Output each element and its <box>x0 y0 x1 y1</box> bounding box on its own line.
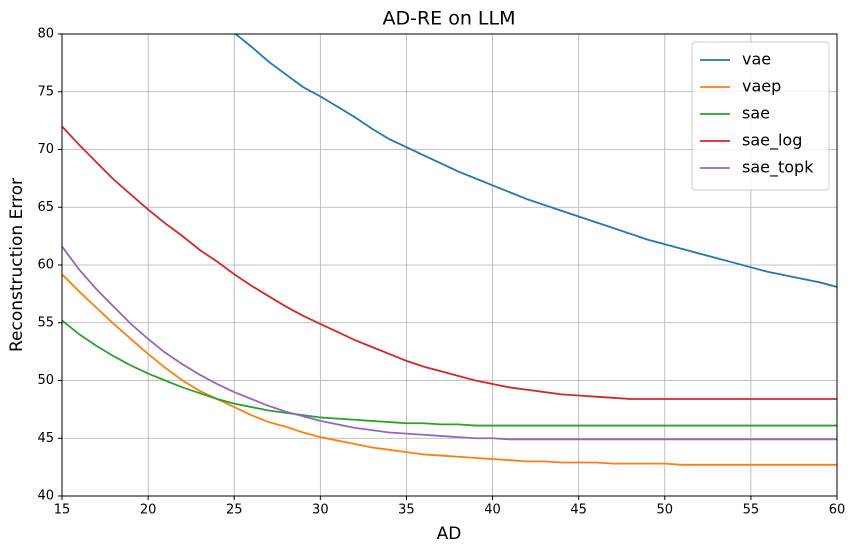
y-tick-label: 65 <box>37 200 54 215</box>
legend-label: sae <box>742 104 770 123</box>
x-tick-label: 25 <box>226 503 243 518</box>
y-tick-label: 60 <box>37 258 54 273</box>
y-axis-label: Reconstruction Error <box>7 178 27 352</box>
x-tick-label: 35 <box>398 503 415 518</box>
series-line <box>62 125 837 400</box>
legend-label: sae_log <box>742 131 802 151</box>
legend-label: vaep <box>742 77 781 96</box>
y-tick-label: 50 <box>37 373 54 388</box>
x-tick-label: 20 <box>140 503 157 518</box>
x-tick-label: 45 <box>570 503 587 518</box>
legend-label: sae_topk <box>742 158 814 178</box>
x-tick-label: 15 <box>54 503 71 518</box>
series-line <box>62 245 837 441</box>
y-tick-label: 40 <box>37 489 54 504</box>
series-line <box>234 34 837 288</box>
y-tick-label: 45 <box>37 431 54 446</box>
y-tick-label: 70 <box>37 142 54 157</box>
y-tick-label: 55 <box>37 315 54 330</box>
x-tick-label: 40 <box>484 503 501 518</box>
chart-title: AD-RE on LLM <box>383 8 516 30</box>
legend-label: vae <box>742 50 771 69</box>
y-tick-label: 75 <box>37 84 54 99</box>
x-tick-label: 60 <box>829 503 846 518</box>
series-line <box>62 319 837 427</box>
x-tick-label: 55 <box>743 503 760 518</box>
x-tick-label: 30 <box>312 503 329 518</box>
y-tick-label: 80 <box>37 27 54 42</box>
series-line <box>62 273 837 466</box>
legend: vae vaep sae sae_log sae_topk <box>691 41 830 191</box>
legend-box <box>691 41 830 191</box>
lines <box>62 34 837 466</box>
x-tick-label: 50 <box>657 503 674 518</box>
x-axis-label: AD <box>437 524 462 544</box>
